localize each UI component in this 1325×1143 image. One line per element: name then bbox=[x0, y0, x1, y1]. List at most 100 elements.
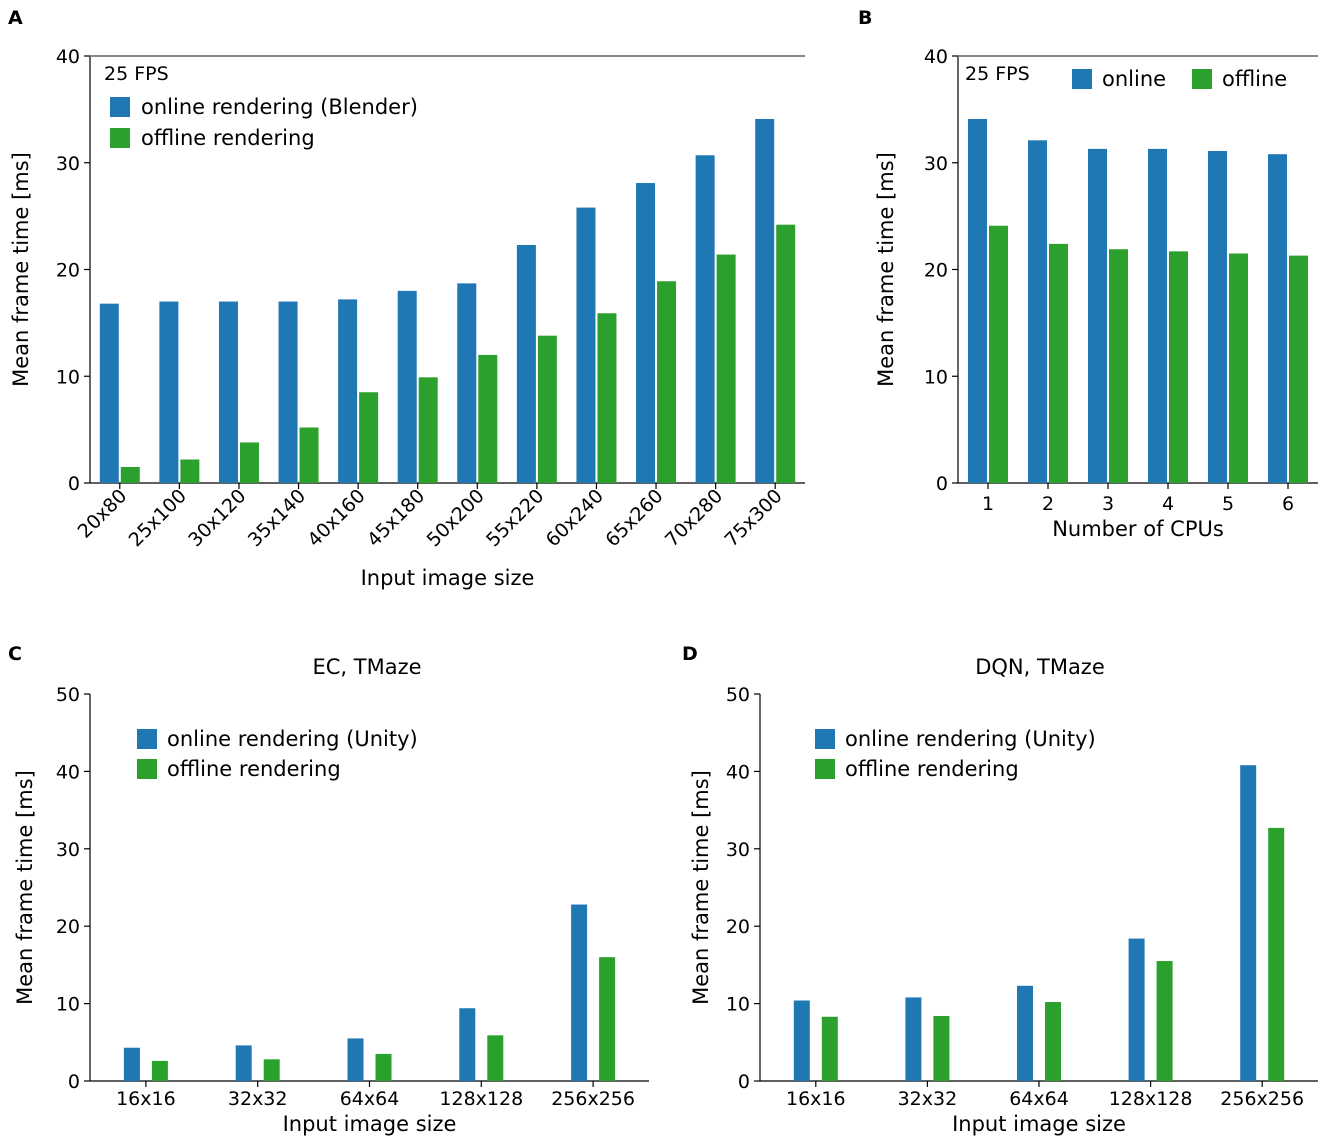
offline-bar bbox=[1169, 251, 1188, 483]
offline-bar bbox=[151, 1060, 168, 1081]
panel-d: D DQN, TMaze 0 10 20 30 40 50 Mean frame time [m… bbox=[682, 643, 1318, 1136]
legend-label: offline bbox=[1222, 67, 1287, 91]
y-tick-label: 30 bbox=[56, 153, 80, 175]
panel-letter: A bbox=[8, 7, 23, 29]
legend-label: online rendering (Unity) bbox=[167, 727, 418, 751]
fps-label: 25 FPS bbox=[104, 63, 169, 85]
offline-bar bbox=[359, 392, 379, 483]
y-tick-label: 50 bbox=[726, 684, 750, 706]
offline-bar bbox=[239, 442, 259, 483]
online-bar bbox=[1208, 151, 1227, 483]
y-tick-label: 40 bbox=[56, 761, 80, 783]
y-tick-label: 30 bbox=[924, 153, 948, 175]
offline-bar bbox=[180, 459, 200, 483]
x-tick-label: 16x16 bbox=[786, 1088, 846, 1110]
offline-bar bbox=[716, 254, 736, 483]
online-bar bbox=[576, 207, 596, 483]
offline-bar bbox=[1045, 1002, 1061, 1081]
y-axis-label: Mean frame time [ms] bbox=[874, 152, 898, 387]
panel-a: A 0 10 20 30 40 Mean frame time [ms] 25 FPS 20x8… bbox=[8, 7, 805, 590]
offline-bar bbox=[599, 957, 616, 1081]
offline-bar bbox=[263, 1059, 280, 1081]
y-tick-label: 20 bbox=[924, 260, 948, 282]
legend-label: online bbox=[1102, 67, 1166, 91]
y-tick-label: 20 bbox=[56, 916, 80, 938]
y-tick-label: 10 bbox=[56, 994, 80, 1016]
online-bar bbox=[338, 299, 358, 483]
offline-bar bbox=[537, 335, 557, 483]
y-tick-label: 30 bbox=[726, 839, 750, 861]
online-bar bbox=[1017, 985, 1033, 1081]
x-tick-label: 40x160 bbox=[303, 485, 369, 551]
online-bar bbox=[235, 1045, 252, 1081]
x-tick-label: 1 bbox=[982, 493, 994, 515]
panel-b: B 0 10 20 30 40 Mean frame time [ms] 25 FPS 1 2 3 4… bbox=[858, 7, 1318, 541]
x-tick-label: 55x220 bbox=[482, 485, 548, 551]
online-bar bbox=[1128, 938, 1145, 1081]
online-bar bbox=[1240, 765, 1257, 1081]
x-tick-label: 65x260 bbox=[601, 485, 667, 551]
x-tick-label: 32x32 bbox=[898, 1088, 958, 1110]
legend-label: offline rendering bbox=[141, 126, 315, 150]
fps-label: 25 FPS bbox=[965, 63, 1030, 85]
legend-swatch bbox=[137, 759, 157, 779]
offline-bar bbox=[1229, 253, 1248, 483]
y-axis-label: Mean frame time [ms] bbox=[689, 770, 713, 1005]
offline-bar bbox=[597, 313, 617, 483]
y-tick-label: 0 bbox=[68, 1071, 80, 1093]
legend-swatch bbox=[110, 97, 130, 117]
online-bar bbox=[905, 997, 922, 1081]
online-bar bbox=[1028, 140, 1047, 483]
panel-letter: C bbox=[8, 643, 22, 665]
online-bar bbox=[1268, 154, 1287, 483]
online-bar bbox=[1148, 148, 1167, 483]
panel-c: C EC, TMaze 0 10 20 30 40 50 Mean frame time [ms… bbox=[8, 643, 649, 1136]
legend: online rendering (Blender) offline render… bbox=[110, 95, 418, 150]
online-bar bbox=[516, 244, 536, 483]
offline-bar bbox=[1049, 243, 1068, 483]
legend: online offline bbox=[1072, 67, 1287, 91]
x-axis-label: Number of CPUs bbox=[1052, 517, 1224, 541]
legend-swatch bbox=[1192, 69, 1212, 89]
legend-swatch bbox=[137, 729, 157, 749]
x-tick-label: 2 bbox=[1042, 493, 1054, 515]
y-tick-label: 20 bbox=[726, 916, 750, 938]
online-bar bbox=[459, 1008, 476, 1081]
online-bar bbox=[1088, 148, 1107, 483]
x-tick-label: 128x128 bbox=[439, 1088, 523, 1110]
offline-bar bbox=[1268, 827, 1285, 1081]
online-bar bbox=[695, 155, 715, 483]
y-axis-label: Mean frame time [ms] bbox=[9, 152, 33, 387]
x-tick-label: 4 bbox=[1162, 493, 1174, 515]
legend-label: online rendering (Unity) bbox=[845, 727, 1096, 751]
legend-swatch bbox=[815, 759, 835, 779]
online-bar bbox=[636, 183, 656, 483]
x-tick-label: 64x64 bbox=[340, 1088, 400, 1110]
legend-swatch bbox=[815, 729, 835, 749]
x-tick-label: 128x128 bbox=[1109, 1088, 1193, 1110]
online-bar bbox=[99, 303, 119, 483]
offline-bar bbox=[821, 1016, 838, 1081]
x-tick-label: 75x300 bbox=[720, 485, 786, 551]
online-bar bbox=[755, 118, 775, 484]
offline-bar bbox=[776, 224, 796, 484]
legend-label: offline rendering bbox=[167, 757, 341, 781]
offline-bar bbox=[478, 354, 498, 483]
y-tick-label: 50 bbox=[56, 684, 80, 706]
offline-bar bbox=[120, 466, 140, 483]
y-tick-label: 20 bbox=[56, 260, 80, 282]
y-axis-label: Mean frame time [ms] bbox=[13, 770, 37, 1005]
y-tick-label: 10 bbox=[726, 994, 750, 1016]
offline-bar bbox=[989, 225, 1008, 484]
online-bar bbox=[347, 1038, 364, 1081]
y-tick-label: 0 bbox=[936, 473, 948, 495]
online-bar bbox=[218, 301, 238, 483]
chart-title: EC, TMaze bbox=[312, 655, 421, 679]
online-bar bbox=[793, 1000, 810, 1081]
offline-bar bbox=[299, 427, 319, 483]
online-bar bbox=[397, 290, 417, 483]
chart-title: DQN, TMaze bbox=[975, 655, 1105, 679]
panel-letter: B bbox=[858, 7, 872, 29]
panel-letter: D bbox=[682, 643, 698, 665]
